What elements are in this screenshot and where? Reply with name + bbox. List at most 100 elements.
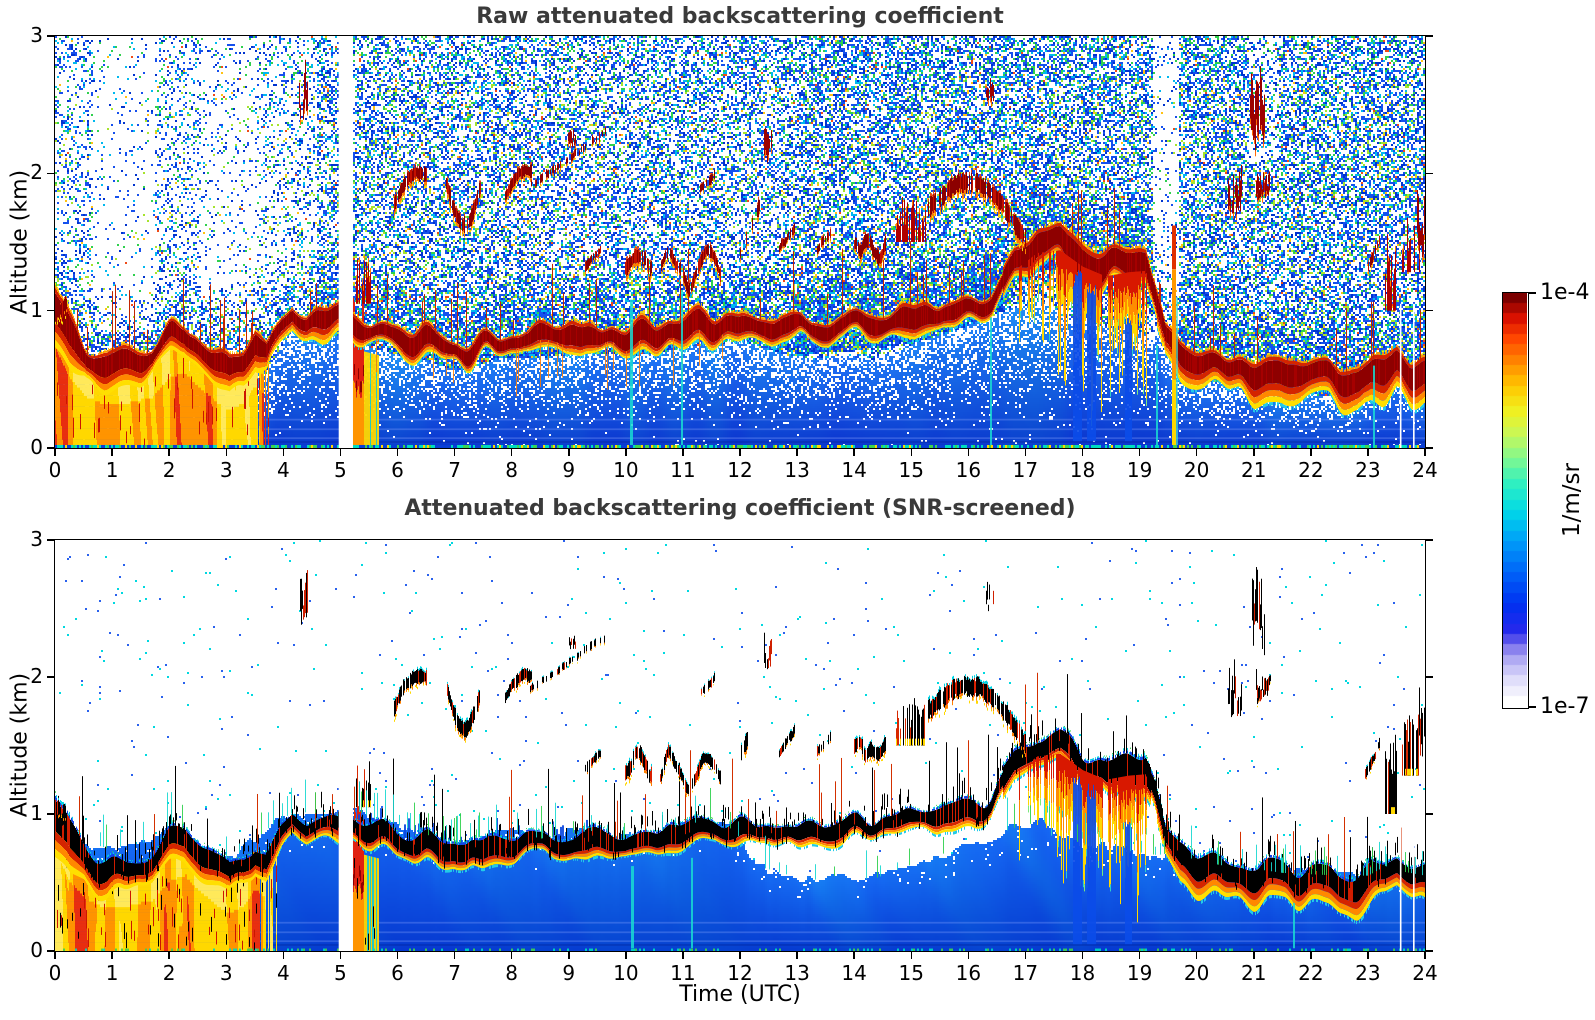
x-tick [682, 951, 684, 959]
panel-2-heatmap-canvas [55, 540, 1425, 951]
x-tick [1138, 951, 1141, 959]
x-tick [1424, 448, 1426, 456]
x-tick-label: 10 [613, 458, 639, 482]
y-tick-right [1425, 539, 1433, 541]
x-tick-label: 12 [727, 961, 753, 985]
x-tick-label: 21 [1241, 961, 1267, 985]
x-tick-label: 14 [841, 458, 867, 482]
x-tick-label: 16 [955, 458, 982, 482]
x-tick-label: 4 [276, 458, 290, 482]
x-tick-label: 2 [162, 961, 176, 985]
panel-1-heatmap-canvas [55, 36, 1425, 448]
x-tick-label: 19 [1126, 961, 1153, 985]
panel-1-y-axis-label: Altitude (km) [7, 169, 33, 315]
x-tick-label: 7 [448, 458, 461, 482]
y-tick [47, 813, 55, 815]
x-axis-label: Time (UTC) [679, 982, 801, 1007]
x-tick-label: 24 [1412, 961, 1438, 985]
y-tick-label: 2 [30, 160, 43, 185]
x-tick-label: 3 [219, 961, 233, 985]
panel-1-title: Raw attenuated backscattering coefficien… [476, 4, 1004, 29]
x-tick [796, 951, 798, 959]
x-tick [396, 951, 399, 959]
x-tick-label: 22 [1298, 458, 1324, 482]
y-tick-right [1425, 447, 1433, 449]
x-tick-label: 0 [48, 961, 62, 985]
y-tick-label: 3 [30, 527, 43, 551]
y-tick-label: 1 [30, 297, 43, 322]
y-tick [47, 35, 55, 37]
x-tick [1310, 448, 1312, 456]
x-tick [396, 448, 399, 456]
y-tick-label: 2 [30, 664, 43, 688]
x-tick [1195, 448, 1198, 456]
y-tick-right [1425, 309, 1433, 312]
x-tick [54, 448, 56, 456]
x-tick-label: 23 [1355, 961, 1381, 985]
x-tick [1367, 951, 1369, 959]
y-tick [47, 676, 55, 678]
x-tick-label: 9 [562, 961, 576, 985]
x-tick-label: 5 [334, 961, 347, 985]
x-tick [1081, 448, 1084, 456]
x-tick [453, 448, 456, 456]
x-tick [54, 951, 56, 959]
panel-2-title: Attenuated backscattering coefficient (S… [404, 496, 1076, 521]
x-tick [910, 448, 912, 456]
x-tick-label: 1 [105, 961, 119, 985]
x-tick [1310, 951, 1312, 959]
colorbar-tick-min [1529, 706, 1536, 708]
x-tick-label: 6 [391, 458, 404, 482]
x-tick [225, 951, 227, 959]
x-tick-label: 3 [219, 458, 233, 482]
colorbar [1503, 293, 1527, 707]
y-tick-label: 0 [30, 435, 43, 459]
x-tick [282, 448, 285, 456]
x-tick [339, 448, 342, 456]
x-tick [510, 951, 513, 959]
x-tick [111, 448, 113, 456]
x-tick [510, 448, 513, 456]
x-tick-label: 10 [613, 961, 639, 985]
x-tick-label: 11 [670, 961, 696, 985]
y-tick-label: 3 [30, 23, 43, 47]
x-tick-label: 0 [48, 458, 62, 482]
colorbar-min-label: 1e-7 [1540, 694, 1590, 719]
x-tick [168, 951, 170, 959]
x-tick [682, 448, 684, 456]
x-tick [1081, 951, 1084, 959]
x-tick-label: 23 [1355, 458, 1381, 482]
x-tick-label: 15 [898, 458, 924, 482]
colorbar-max-label: 1e-4 [1540, 280, 1590, 305]
x-tick-label: 11 [670, 458, 696, 482]
panel-2-y-axis-label: Altitude (km) [7, 672, 33, 818]
x-tick-label: 7 [448, 961, 461, 985]
x-tick [1024, 448, 1027, 456]
y-tick-right [1425, 813, 1433, 815]
x-tick [967, 448, 970, 456]
x-tick-label: 22 [1298, 961, 1324, 985]
x-tick-label: 24 [1412, 458, 1438, 482]
x-tick-label: 18 [1069, 458, 1096, 482]
x-tick [1367, 448, 1369, 456]
x-tick [1024, 951, 1027, 959]
x-tick [739, 951, 741, 959]
x-tick-label: 2 [162, 458, 176, 482]
x-tick-label: 8 [505, 458, 519, 482]
x-tick-label: 15 [898, 961, 924, 985]
x-tick-label: 14 [841, 961, 867, 985]
x-tick [225, 448, 227, 456]
x-tick [1195, 951, 1198, 959]
x-tick [568, 448, 570, 456]
x-tick-label: 1 [105, 458, 119, 482]
x-tick-label: 13 [784, 458, 810, 482]
y-tick-label: 0 [30, 938, 43, 962]
x-tick [453, 951, 456, 959]
x-tick [1138, 448, 1141, 456]
x-tick-label: 13 [784, 961, 810, 985]
x-tick [568, 951, 570, 959]
y-tick-right [1425, 676, 1433, 678]
x-tick [625, 951, 627, 959]
x-tick [967, 951, 970, 959]
y-tick-right [1425, 35, 1433, 37]
